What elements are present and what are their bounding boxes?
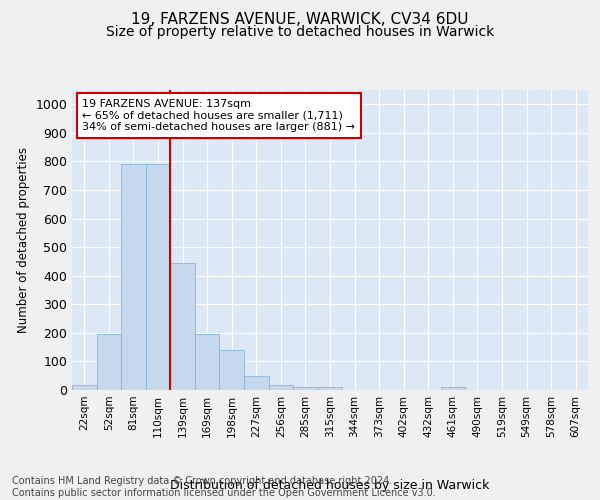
Text: Contains HM Land Registry data © Crown copyright and database right 2024.
Contai: Contains HM Land Registry data © Crown c…: [12, 476, 436, 498]
Bar: [318, 387, 342, 390]
Y-axis label: Number of detached properties: Number of detached properties: [17, 147, 30, 333]
Text: Size of property relative to detached houses in Warwick: Size of property relative to detached ho…: [106, 25, 494, 39]
Bar: [293, 387, 318, 390]
Text: 19 FARZENS AVENUE: 137sqm
← 65% of detached houses are smaller (1,711)
34% of se: 19 FARZENS AVENUE: 137sqm ← 65% of detac…: [82, 99, 355, 132]
Text: 19, FARZENS AVENUE, WARWICK, CV34 6DU: 19, FARZENS AVENUE, WARWICK, CV34 6DU: [131, 12, 469, 28]
Bar: [121, 164, 146, 390]
Bar: [195, 334, 220, 390]
Bar: [146, 164, 170, 390]
Bar: [440, 387, 465, 390]
Bar: [244, 376, 269, 390]
Bar: [97, 334, 121, 390]
Bar: [220, 350, 244, 390]
X-axis label: Distribution of detached houses by size in Warwick: Distribution of detached houses by size …: [170, 478, 490, 492]
Bar: [170, 264, 195, 390]
Bar: [269, 385, 293, 390]
Bar: [72, 385, 97, 390]
